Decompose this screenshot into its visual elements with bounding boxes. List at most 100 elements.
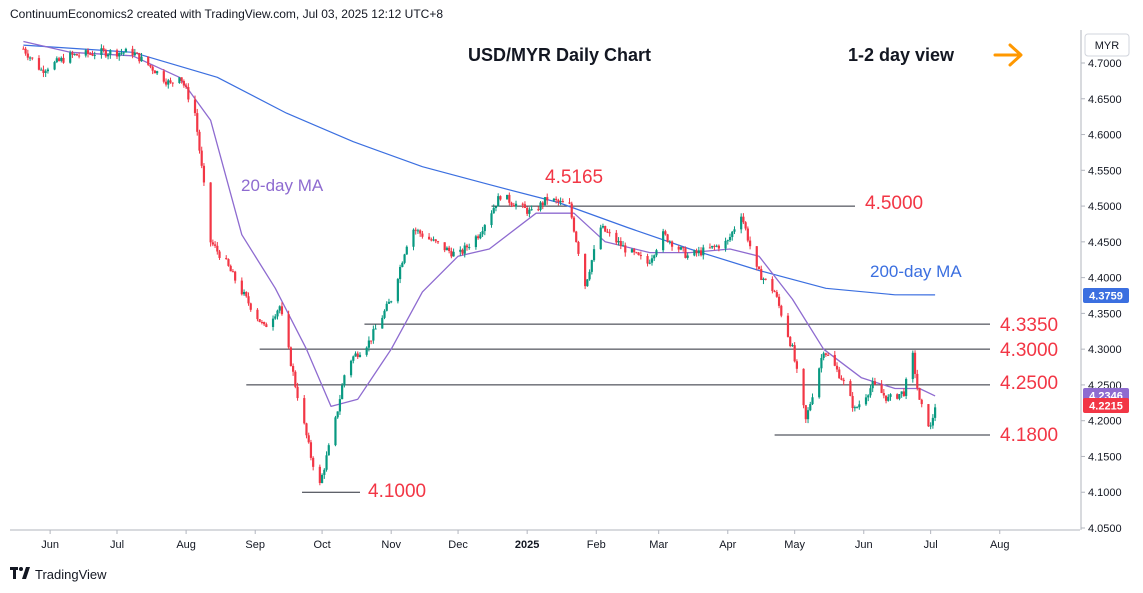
candle-body	[617, 240, 620, 243]
candle	[294, 370, 297, 389]
candle-body	[677, 246, 680, 250]
candle-body	[490, 213, 493, 226]
candle-body	[390, 301, 393, 303]
candle	[882, 389, 885, 399]
candle-body	[494, 206, 498, 209]
candle-body	[381, 317, 384, 329]
candle-body	[568, 202, 571, 204]
y-tick-label: 4.5000	[1088, 201, 1122, 213]
candle	[646, 253, 649, 267]
candle-body	[387, 301, 391, 304]
x-tick-label: Sep	[245, 539, 265, 551]
candle-body	[289, 347, 292, 366]
candle-body	[182, 81, 185, 86]
candle-body	[506, 194, 509, 200]
candle	[512, 202, 515, 207]
right-arrow-icon	[993, 43, 1023, 67]
candle-body	[71, 52, 74, 55]
candle-body	[365, 347, 368, 355]
candle	[231, 269, 235, 273]
tradingview-logo-text: TradingView	[35, 567, 107, 582]
candle-body	[726, 240, 729, 242]
candle-body	[555, 198, 558, 201]
candle	[664, 229, 667, 236]
candle	[619, 237, 622, 250]
candle	[884, 395, 888, 404]
candle	[200, 146, 203, 169]
candle-body	[572, 217, 576, 232]
candle	[399, 264, 402, 284]
candle	[62, 53, 65, 64]
candle-body	[84, 50, 87, 56]
candle	[260, 320, 263, 325]
candle	[468, 243, 471, 250]
ma20-line	[23, 40, 936, 408]
candle	[459, 246, 462, 256]
candle-body	[546, 197, 549, 201]
candle-body	[842, 379, 845, 382]
candle	[171, 82, 174, 87]
candle-body	[370, 340, 373, 342]
candle-body	[867, 395, 870, 398]
tradingview-logo[interactable]: TradingView	[10, 567, 107, 582]
candle-body	[824, 353, 827, 355]
candle	[78, 52, 81, 59]
candle-body	[497, 196, 500, 207]
x-tick-label: Oct	[314, 539, 331, 551]
candle	[69, 50, 72, 64]
candle-body	[541, 202, 544, 206]
candle	[717, 244, 720, 252]
candle	[182, 79, 185, 88]
candle	[147, 56, 150, 67]
level-label: 4.2500	[1000, 373, 1058, 394]
candle	[530, 205, 533, 211]
candle	[510, 201, 513, 208]
candle-body	[588, 271, 591, 280]
candle	[242, 289, 246, 296]
price-tag: 4.2215	[1083, 398, 1129, 413]
arrow-head	[1008, 43, 1023, 67]
candle	[726, 239, 729, 245]
candle-body	[200, 150, 203, 166]
candle	[896, 393, 899, 400]
candle-body	[354, 353, 357, 357]
candle	[434, 238, 437, 244]
candle	[287, 310, 290, 350]
y-tick-label: 4.3000	[1088, 344, 1122, 356]
candle-body	[40, 69, 43, 71]
candle-body	[421, 233, 424, 237]
candle-body	[276, 310, 279, 317]
candle	[637, 251, 640, 256]
candle-body	[693, 250, 696, 256]
candle	[523, 201, 527, 209]
candle-body	[744, 222, 747, 229]
candle	[748, 236, 752, 250]
candle-body	[528, 209, 531, 214]
candle	[91, 50, 94, 57]
candle	[668, 240, 671, 245]
candle-body	[762, 278, 765, 280]
candle	[445, 246, 449, 251]
candle-body	[445, 247, 449, 251]
candle	[149, 64, 152, 69]
x-tick-label: Dec	[448, 539, 468, 551]
candle-body	[211, 242, 214, 245]
candle	[124, 47, 128, 53]
candle	[416, 228, 420, 234]
candle-body	[133, 52, 136, 56]
candle	[44, 69, 47, 78]
level-label: 4.3350	[1000, 315, 1058, 336]
candle-body	[746, 228, 749, 241]
candle	[133, 48, 136, 57]
candle	[733, 226, 736, 235]
candle-body	[399, 267, 402, 280]
candle	[31, 57, 34, 61]
candle	[452, 248, 455, 257]
candle-body	[514, 203, 518, 207]
candle-body	[911, 352, 914, 380]
candle	[276, 309, 279, 320]
candle	[57, 56, 61, 62]
candle-body	[102, 48, 105, 51]
candle	[702, 244, 705, 260]
